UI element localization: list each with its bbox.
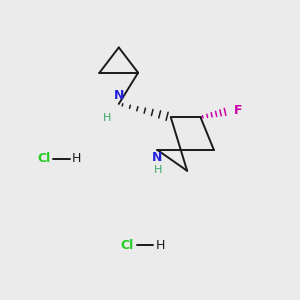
Text: Cl: Cl	[120, 238, 134, 252]
Text: N: N	[114, 89, 124, 102]
Text: H: H	[103, 113, 112, 123]
Text: H: H	[72, 152, 82, 165]
Text: H: H	[154, 165, 163, 175]
Text: F: F	[234, 104, 242, 117]
Text: Cl: Cl	[37, 152, 50, 165]
Text: H: H	[155, 238, 165, 252]
Text: N: N	[152, 152, 163, 164]
